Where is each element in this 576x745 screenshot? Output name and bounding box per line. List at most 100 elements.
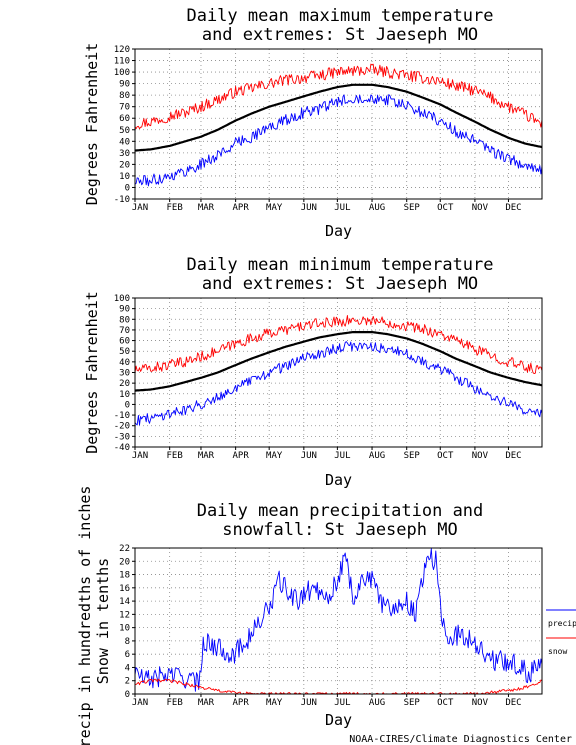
y-tick-label: 0 [125, 400, 130, 410]
series-line-extreme-high [134, 315, 543, 375]
x-tick-label: OCT [437, 698, 454, 708]
x-tick-label: JAN [132, 698, 148, 708]
series-line-mean [135, 83, 543, 152]
x-tick-label: OCT [437, 451, 454, 461]
chart-title-line: snowfall: St Jaeseph MO [222, 520, 457, 540]
series-line-extreme-low [134, 341, 543, 426]
credit-text: NOAA-CIRES/Climate Diagnostics Center [349, 734, 572, 745]
y-tick-label: 0 [125, 690, 130, 700]
x-tick-label: MAR [198, 698, 215, 708]
y-tick-label: 10 [119, 624, 130, 634]
y-tick-label: 10 [119, 390, 130, 400]
x-tick-label: AUG [369, 203, 385, 213]
x-tick-label: DEC [505, 451, 521, 461]
series-line-mean [134, 331, 543, 392]
y-tick-label: 10 [119, 172, 130, 182]
x-tick-label: JUL [334, 451, 350, 461]
series-line-precip [134, 548, 543, 692]
y-tick-label: 20 [119, 379, 130, 389]
x-tick-label: JUL [334, 203, 350, 213]
y-tick-label: -10 [114, 411, 130, 421]
y-tick-label: 6 [125, 650, 130, 660]
x-tick-label: AUG [369, 451, 385, 461]
y-tick-label: 80 [119, 91, 130, 101]
x-tick-label: APR [232, 698, 249, 708]
chart-title-line: and extremes: St Jaeseph MO [202, 25, 478, 45]
y-tick-label: 110 [114, 57, 130, 67]
x-tick-label: JUN [301, 203, 317, 213]
series-line-extreme-high [134, 63, 543, 130]
y-axis-label: Precip in hundredths of inches [76, 486, 94, 745]
x-tick-label: JAN [132, 451, 148, 461]
chart-title-line: Daily mean maximum temperature [186, 6, 493, 26]
y-tick-label: 0 [125, 183, 130, 193]
y-tick-label: 14 [119, 597, 130, 607]
y-tick-label: 60 [119, 337, 130, 347]
y-tick-label: 80 [119, 315, 130, 325]
y-tick-label: 100 [114, 294, 130, 304]
plot-frame [134, 48, 543, 200]
x-tick-label: FEB [167, 451, 183, 461]
series-line-extreme-low [134, 94, 543, 187]
x-tick-label: DEC [505, 698, 521, 708]
x-tick-label: NOV [472, 698, 489, 708]
y-tick-label: -10 [114, 195, 130, 205]
x-tick-label: MAR [198, 203, 215, 213]
x-axis-label: Day [325, 711, 352, 729]
y-tick-label: 30 [119, 149, 130, 159]
y-tick-label: 30 [119, 369, 130, 379]
y-tick-label: 120 [114, 45, 130, 55]
y-tick-label: -30 [114, 432, 130, 442]
x-tick-label: FEB [167, 203, 183, 213]
y-tick-label: 50 [119, 126, 130, 136]
y-tick-label: 2 [125, 677, 130, 687]
x-tick-label: MAY [266, 451, 283, 461]
x-tick-label: MAR [198, 451, 215, 461]
legend-label-precip: precip [548, 619, 576, 628]
x-tick-label: MAY [266, 203, 283, 213]
y-axis-label: Degrees Fahrenheit [83, 43, 101, 206]
y-tick-label: 22 [119, 544, 130, 554]
y-tick-label: 40 [119, 137, 130, 147]
x-tick-label: JUN [301, 698, 317, 708]
y-tick-label: 90 [119, 80, 130, 90]
chart-title-line: Daily mean minimum temperature [186, 255, 493, 275]
chart-title-line: and extremes: St Jaeseph MO [202, 274, 478, 294]
x-tick-label: SEP [404, 451, 421, 461]
plot-frame [134, 297, 543, 448]
y-tick-label: 20 [119, 160, 130, 170]
y-axis-label: Degrees Fahrenheit [83, 291, 101, 454]
x-tick-label: JUN [301, 451, 317, 461]
x-tick-label: AUG [369, 698, 385, 708]
y-tick-label: 40 [119, 358, 130, 368]
y-tick-label: 70 [119, 103, 130, 113]
y-tick-label: 8 [125, 637, 130, 647]
x-tick-label: DEC [505, 203, 521, 213]
y-tick-label: 18 [119, 571, 130, 581]
y-tick-label: -20 [114, 422, 130, 432]
chart-title-line: Daily mean precipitation and [197, 501, 484, 521]
legend-label-snow: snow [548, 647, 567, 656]
y-tick-label: 90 [119, 305, 130, 315]
y-tick-label: 60 [119, 114, 130, 124]
y-tick-label: 20 [119, 557, 130, 567]
plot-frame [134, 547, 543, 695]
y-tick-label: 70 [119, 326, 130, 336]
y-tick-label: 12 [119, 610, 130, 620]
y-tick-label: -40 [114, 443, 130, 453]
x-tick-label: MAY [266, 698, 283, 708]
y-tick-label: 50 [119, 347, 130, 357]
x-tick-label: NOV [472, 203, 489, 213]
x-axis-label: Day [325, 222, 352, 240]
x-tick-label: APR [232, 203, 249, 213]
x-axis-label: Day [325, 471, 352, 489]
x-tick-label: JAN [132, 203, 148, 213]
x-tick-label: NOV [472, 451, 489, 461]
x-tick-label: OCT [437, 203, 454, 213]
x-tick-label: APR [232, 451, 249, 461]
x-tick-label: FEB [167, 698, 183, 708]
